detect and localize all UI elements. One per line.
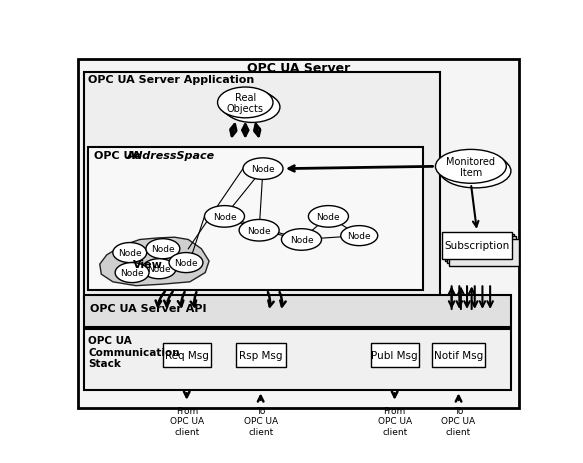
- Text: OPC UA Server: OPC UA Server: [247, 62, 350, 75]
- Ellipse shape: [436, 150, 506, 184]
- Ellipse shape: [239, 220, 279, 242]
- Bar: [236, 343, 286, 368]
- Text: Node: Node: [347, 232, 371, 241]
- Ellipse shape: [308, 206, 349, 228]
- Text: Node: Node: [213, 213, 236, 221]
- Ellipse shape: [438, 153, 510, 187]
- Text: From
OPC UA
client: From OPC UA client: [170, 406, 204, 436]
- Ellipse shape: [222, 91, 278, 122]
- Text: AddressSpace: AddressSpace: [127, 151, 215, 161]
- Text: Subscription: Subscription: [444, 241, 510, 250]
- Ellipse shape: [282, 229, 321, 251]
- Ellipse shape: [217, 88, 273, 119]
- Text: Node: Node: [290, 236, 313, 244]
- Bar: [83, 295, 511, 327]
- Ellipse shape: [220, 89, 275, 120]
- Text: OPC UA
Communication
Stack: OPC UA Communication Stack: [88, 335, 180, 369]
- Ellipse shape: [440, 155, 511, 188]
- Text: OPC UA Server Application: OPC UA Server Application: [88, 75, 254, 85]
- Text: Node: Node: [247, 226, 271, 235]
- Ellipse shape: [437, 151, 508, 185]
- Bar: [371, 343, 419, 368]
- Ellipse shape: [142, 259, 176, 279]
- Ellipse shape: [146, 239, 180, 259]
- Text: OPC UA Server API: OPC UA Server API: [90, 303, 206, 313]
- Text: Monitored
Item: Monitored Item: [447, 156, 496, 178]
- Text: Node: Node: [251, 165, 275, 174]
- Text: OPC UA: OPC UA: [94, 151, 144, 161]
- Text: Node: Node: [151, 244, 175, 254]
- Bar: [445, 235, 514, 262]
- Text: Real
Objects: Real Objects: [227, 93, 264, 114]
- Text: Rsp Msg: Rsp Msg: [239, 350, 283, 360]
- Text: Node: Node: [120, 269, 144, 277]
- Bar: [433, 343, 484, 368]
- Ellipse shape: [115, 263, 149, 283]
- Bar: [163, 343, 210, 368]
- Text: Req Msg: Req Msg: [165, 350, 209, 360]
- Bar: [449, 239, 519, 266]
- Text: To
OPC UA
client: To OPC UA client: [441, 406, 476, 436]
- Ellipse shape: [224, 93, 280, 123]
- Polygon shape: [100, 238, 209, 286]
- Ellipse shape: [243, 158, 283, 180]
- Text: Node: Node: [317, 213, 340, 221]
- Text: From
OPC UA
client: From OPC UA client: [378, 406, 412, 436]
- Ellipse shape: [169, 253, 203, 273]
- Ellipse shape: [340, 226, 378, 246]
- Bar: [442, 232, 512, 259]
- Ellipse shape: [205, 206, 244, 228]
- Bar: [83, 73, 440, 299]
- Text: Node: Node: [118, 249, 142, 257]
- Text: Notif Msg: Notif Msg: [434, 350, 483, 360]
- Text: Node: Node: [147, 265, 171, 274]
- Bar: [83, 329, 511, 391]
- Bar: [447, 237, 517, 264]
- Text: View: View: [132, 260, 163, 269]
- Text: Publ Msg: Publ Msg: [371, 350, 418, 360]
- Ellipse shape: [113, 243, 147, 263]
- Text: Node: Node: [174, 258, 198, 268]
- Bar: [88, 148, 423, 290]
- Text: To
OPC UA
client: To OPC UA client: [244, 406, 278, 436]
